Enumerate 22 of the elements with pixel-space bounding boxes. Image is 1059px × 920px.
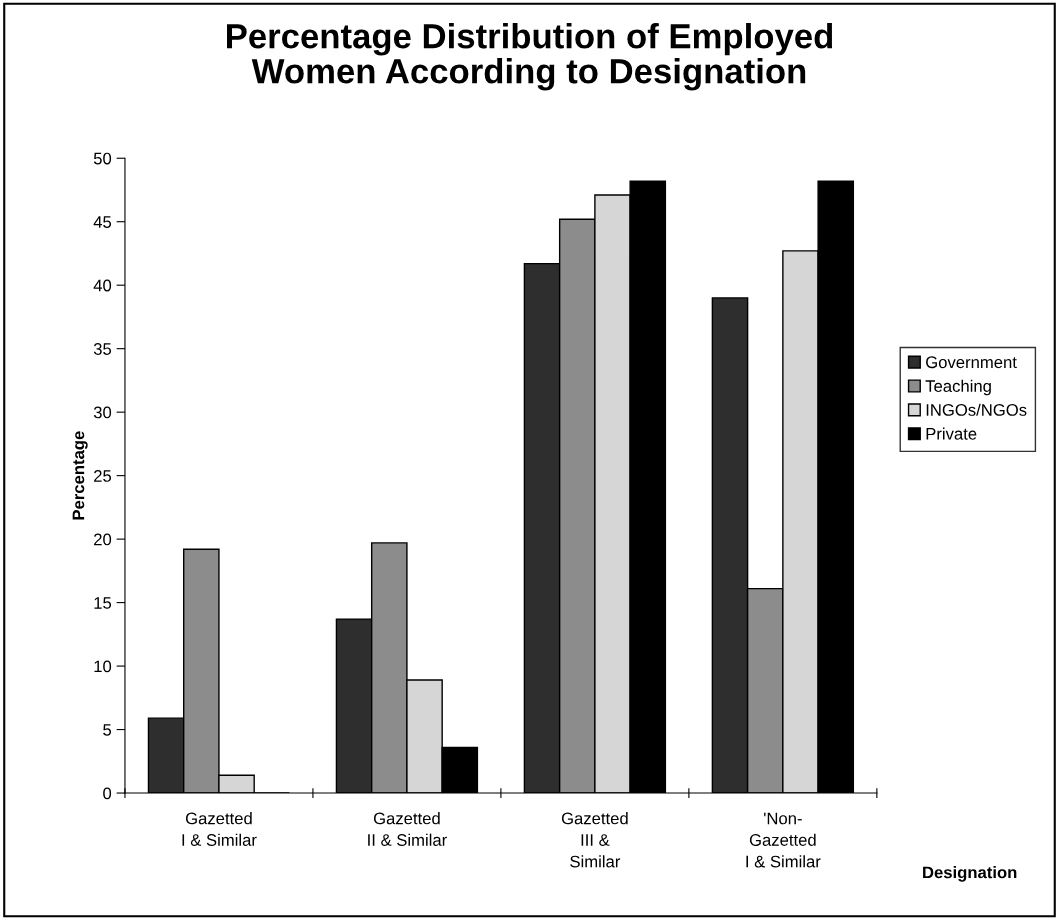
y-axis-title: Percentage — [72, 431, 88, 520]
legend-label: INGOs/NGOs — [926, 403, 1027, 416]
legend-label: Government — [926, 356, 1017, 369]
y-tick-label: 20 — [94, 533, 112, 546]
y-tick-label: 0 — [103, 787, 112, 800]
chart-title: Percentage Distribution of Employed Women According to Designation — [227, 23, 833, 91]
y-tick-label: 10 — [94, 660, 112, 673]
x-tick-label: Gazetted II & Similar — [368, 812, 447, 846]
x-tick-label: Gazetted I & Similar — [182, 812, 257, 846]
x-axis-title: Designation — [923, 866, 1017, 882]
y-tick-label: 40 — [93, 279, 112, 292]
y-tick-label: 35 — [93, 343, 112, 355]
y-tick-label: 50 — [93, 152, 112, 165]
y-tick-label: 5 — [103, 724, 112, 736]
y-tick-label: 25 — [94, 470, 112, 482]
y-tick-label: 15 — [94, 597, 112, 609]
x-tick-label: 'Non- Gazetted I & Similar — [746, 812, 821, 868]
y-tick-label: 45 — [93, 216, 112, 228]
legend-label: Private — [926, 427, 977, 440]
y-tick-label: 30 — [93, 406, 112, 419]
legend-label: Teaching — [925, 379, 991, 396]
x-tick-label: Gazetted III & Similar — [561, 812, 628, 868]
